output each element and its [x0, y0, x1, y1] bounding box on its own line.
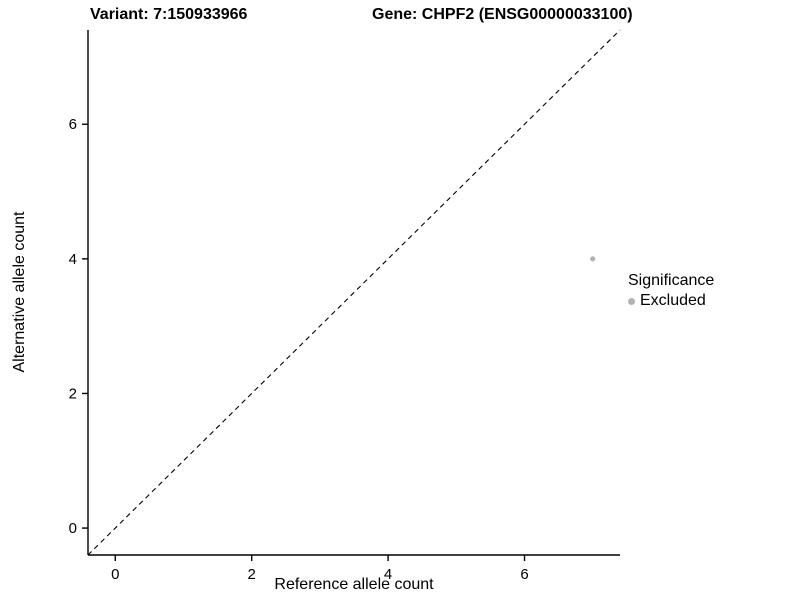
variant-title: Variant: 7:150933966: [90, 6, 248, 23]
legend-entry-excluded: Excluded: [628, 292, 714, 310]
x-tick-label: 2: [248, 566, 256, 583]
y-tick-label: 0: [69, 520, 77, 537]
identity-reference-line: [87, 29, 621, 556]
excluded-marker-icon: [628, 297, 635, 305]
data-point: [590, 256, 596, 262]
gene-title: Gene: CHPF2 (ENSG00000033100): [372, 6, 633, 23]
legend: Significance Excluded: [628, 272, 714, 310]
y-tick-label: 4: [69, 251, 77, 268]
x-tick-label: 0: [111, 566, 119, 583]
y-axis-label: Alternative allele count: [11, 211, 28, 373]
x-tick-label: 6: [520, 566, 528, 583]
y-tick-label: 2: [69, 385, 77, 402]
x-axis-label: Reference allele count: [274, 576, 434, 593]
legend-entry-label: Excluded: [640, 292, 706, 309]
legend-title: Significance: [628, 272, 715, 289]
y-tick-label: 6: [69, 116, 77, 133]
x-tick-label: 4: [384, 566, 392, 583]
